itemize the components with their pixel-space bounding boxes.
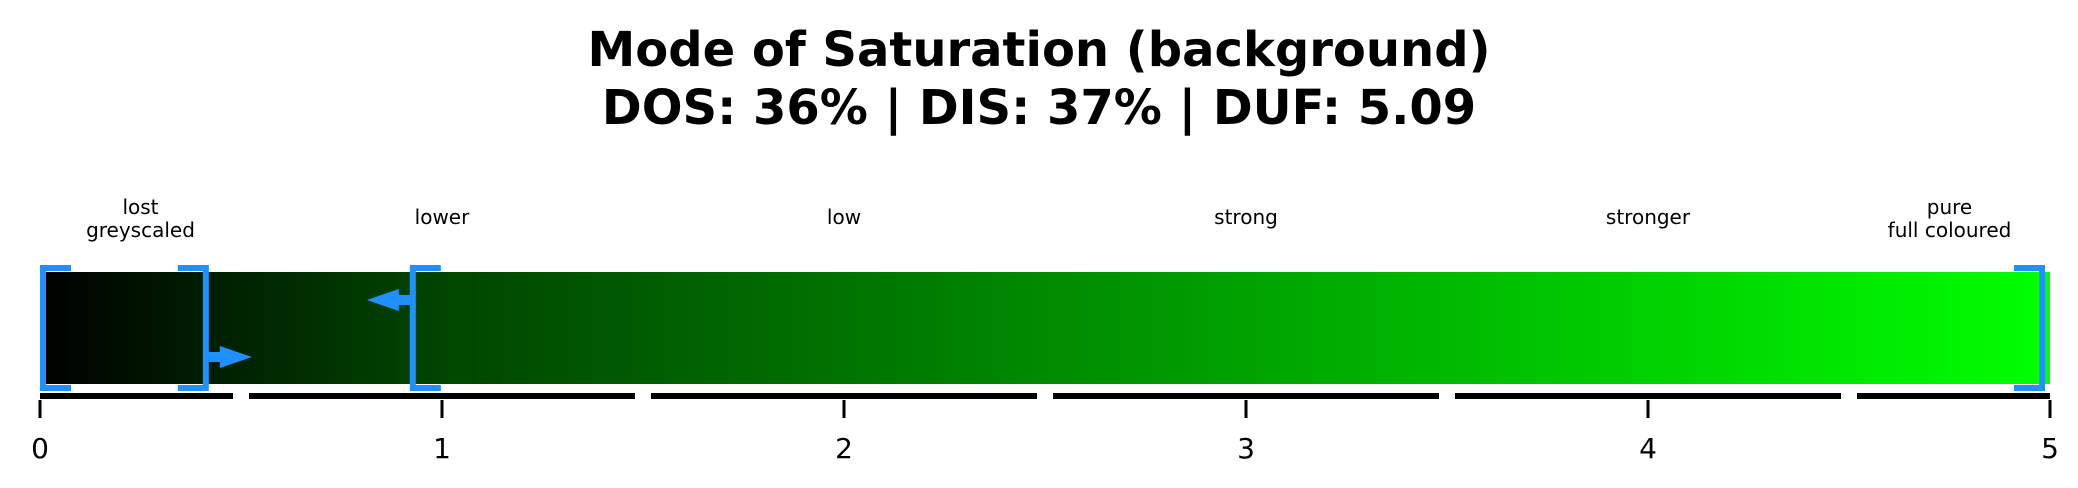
range-bracket-start [40,265,71,391]
range-bracket-end [177,265,209,391]
segment-label: low [827,205,861,229]
segment-label: pure [1927,195,1972,219]
tick-label: 1 [433,432,451,465]
segment-label: greyscaled [86,218,195,242]
range-brackets [40,265,2045,391]
segment-label: full coloured [1888,218,2012,242]
arrow-left-icon [366,289,399,311]
chart-title-line2: DOS: 36% | DIS: 37% | DUF: 5.09 [602,80,1476,136]
segment-label: stronger [1606,205,1691,229]
tick-label: 3 [1237,432,1255,465]
tick-label: 5 [2041,432,2059,465]
segment-label: lost [122,195,158,219]
segment-label: strong [1214,205,1278,229]
segment-label: lower [415,205,470,229]
saturation-gradient-bar [40,272,2050,384]
tick-label: 4 [1639,432,1657,465]
arrow-right-icon [219,346,252,368]
range-bracket-start [409,265,441,391]
x-axis-ticks: 0 1 2 3 4 5 [31,400,2059,465]
range-bracket-end [2014,265,2045,391]
tick-label: 0 [31,432,49,465]
chart-title-line1: Mode of Saturation (background) [587,22,1490,78]
tick-label: 2 [835,432,853,465]
